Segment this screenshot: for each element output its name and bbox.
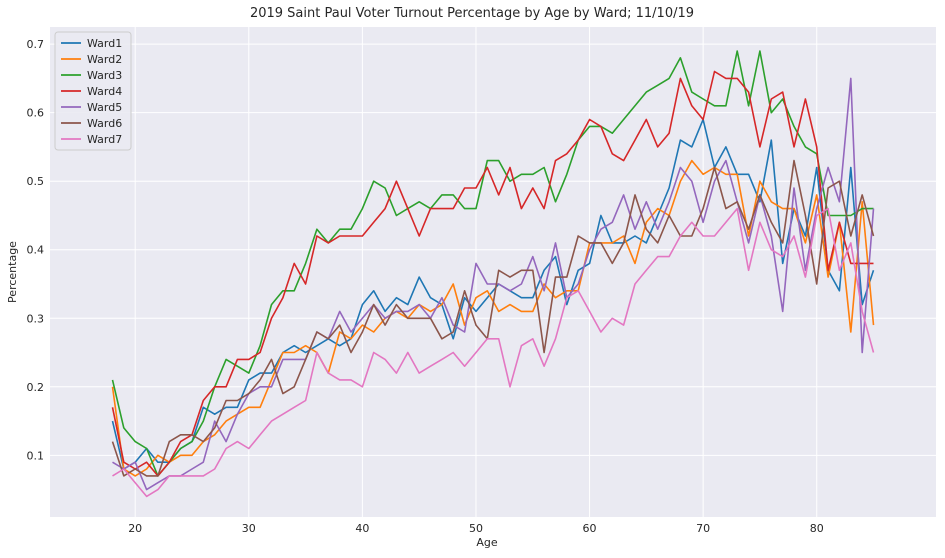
x-tick-label: 50 [469,522,483,535]
y-tick-label: 0.6 [27,107,45,120]
y-tick-label: 0.4 [27,244,45,257]
x-tick-label: 40 [355,522,369,535]
x-axis-ticks: 20 30 40 50 60 70 80 [128,522,824,535]
legend-label-ward6: Ward6 [87,117,122,130]
legend-label-ward4: Ward4 [87,85,122,98]
y-tick-label: 0.3 [27,312,45,325]
y-tick-label: 0.7 [27,38,45,51]
x-tick-label: 60 [583,522,597,535]
x-axis-label: Age [476,536,498,549]
series-lines [111,50,875,498]
x-tick-label: 80 [810,522,824,535]
y-tick-label: 0.2 [27,381,45,394]
legend-label-ward1: Ward1 [87,37,122,50]
legend-label-ward7: Ward7 [87,133,122,146]
series-line-ward4 [111,70,874,477]
legend-label-ward2: Ward2 [87,53,122,66]
legend-label-ward3: Ward3 [87,69,122,82]
legend: Ward1 Ward2 Ward3 Ward4 Ward5 Ward6 Ward7 [54,31,132,151]
y-axis-ticks: 0.1 0.2 0.3 0.4 0.5 0.6 0.7 [27,38,45,462]
x-tick-label: 30 [242,522,256,535]
series-line-ward6 [111,159,875,477]
chart-title: 2019 Saint Paul Voter Turnout Percentage… [250,6,694,21]
series-line-ward5 [112,77,875,491]
y-tick-label: 0.1 [27,449,45,462]
x-tick-label: 20 [128,522,142,535]
plot-area [50,27,936,517]
series-line-ward7 [112,207,875,498]
legend-label-ward5: Ward5 [87,101,122,114]
series-line-ward3 [111,50,874,477]
x-tick-label: 70 [696,522,710,535]
y-axis-label: Percentage [6,241,19,303]
y-tick-label: 0.5 [27,175,45,188]
legend-box [54,31,132,151]
series-line-ward1 [111,118,875,470]
